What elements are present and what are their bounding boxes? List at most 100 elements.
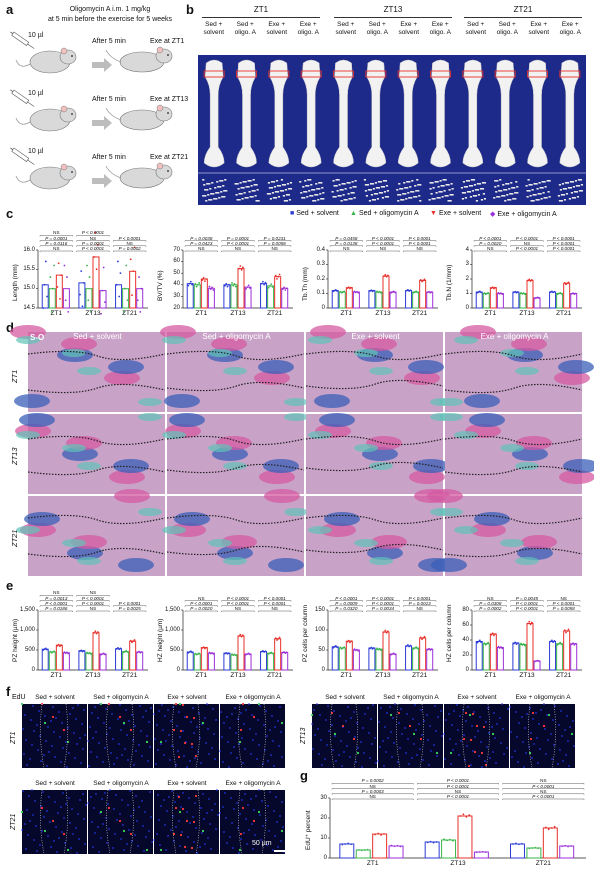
y-tick-label: 0	[465, 304, 469, 311]
x-tick-label: ZT21	[412, 310, 428, 317]
sig-bracket	[221, 610, 255, 612]
x-tick-label: ZT1	[195, 672, 208, 679]
bar	[338, 647, 346, 671]
y-axis-label: Tb.Th (mm)	[302, 267, 309, 301]
bar	[186, 283, 194, 309]
data-point	[515, 842, 517, 845]
bar	[48, 651, 56, 671]
bar	[85, 652, 93, 671]
y-axis-label: EdU⁺ percent	[305, 810, 312, 850]
bar	[563, 630, 571, 671]
data-point	[227, 652, 230, 655]
significance-label: NS	[53, 230, 60, 236]
sig-bracket	[329, 240, 363, 242]
data-point	[531, 847, 534, 849]
histology-image	[15, 413, 166, 494]
bone-image	[557, 59, 584, 202]
data-point	[95, 632, 98, 635]
sig-bracket	[510, 250, 544, 252]
data-point	[520, 292, 522, 294]
data-point	[211, 651, 213, 654]
legend-item: ◆ Exe + oligomycin A	[490, 210, 557, 218]
data-point	[96, 631, 99, 633]
bar	[62, 288, 70, 309]
dose-label: 10 µl	[28, 148, 44, 155]
data-point	[480, 291, 482, 294]
y-tick-label: 0.4	[316, 246, 325, 253]
y-tick-label: 0	[31, 666, 35, 673]
x-tick-label: ZT21	[267, 310, 283, 317]
bar	[244, 286, 252, 309]
data-point	[116, 260, 119, 263]
data-point	[79, 293, 81, 296]
data-point	[44, 647, 47, 650]
data-point	[563, 629, 566, 632]
data-point	[208, 651, 211, 654]
data-point	[426, 841, 429, 844]
data-point	[343, 646, 346, 649]
bar	[115, 648, 123, 671]
data-point	[276, 639, 278, 641]
sig-bracket	[221, 250, 255, 252]
column-label-2: oligo. A	[496, 29, 518, 36]
edu-column-label: Sed + solvent	[325, 694, 365, 701]
sig-bracket	[547, 605, 581, 607]
significance-label: P < 0.0001	[515, 246, 539, 251]
data-point	[356, 648, 358, 651]
significance-label: P < 0.0001	[371, 240, 395, 246]
bar	[200, 647, 208, 671]
significance-label: P < 0.0001	[371, 600, 395, 606]
sig-bracket	[403, 240, 437, 242]
significance-label: P = 0.0002	[479, 606, 502, 611]
x-tick-label: ZT1	[195, 310, 208, 317]
significance-label: NS	[198, 246, 205, 251]
data-point	[274, 637, 277, 640]
sig-bracket	[258, 250, 292, 252]
bone-image	[299, 59, 325, 202]
data-point	[475, 851, 478, 854]
arrow-icon	[92, 116, 112, 130]
significance-label: P < 0.0001	[81, 230, 105, 236]
chart-c3: 0 0.1 0.2 0.3 0.4 Tb.Th (mm) ZT1 ZT13 ZT21 NS P = …	[302, 222, 442, 320]
sig-bracket	[417, 783, 499, 785]
y-axis-label: PZ height (µm)	[12, 618, 19, 662]
histology-image	[305, 489, 454, 576]
bar	[200, 278, 208, 309]
significance-label: P < 0.0001	[446, 783, 470, 789]
chart-svg	[328, 783, 586, 859]
chart-svg	[181, 600, 293, 671]
bar	[549, 641, 557, 671]
sig-bracket	[113, 605, 147, 607]
sig-bracket	[221, 245, 255, 247]
data-point	[512, 843, 514, 845]
data-point	[376, 290, 378, 293]
data-point	[383, 631, 385, 633]
data-point	[334, 289, 337, 291]
bone-image	[396, 59, 422, 202]
significance-label: NS	[198, 595, 205, 601]
data-point	[497, 645, 500, 648]
data-point	[560, 292, 563, 295]
x-tick-label: ZT1	[50, 672, 63, 679]
mouse-running-icon	[105, 162, 173, 189]
data-point	[429, 840, 432, 843]
bar	[274, 276, 282, 309]
sig-bracket	[510, 245, 544, 247]
histology-image	[162, 413, 308, 494]
significance-label: NS	[89, 606, 97, 611]
data-point	[227, 283, 230, 286]
significance-label: NS	[540, 778, 547, 784]
sig-bracket	[473, 250, 507, 252]
significance-label: P < 0.0001	[371, 595, 395, 601]
data-point	[430, 648, 433, 651]
legend-label: Exe + oligomycin A	[497, 211, 557, 218]
data-point	[284, 289, 287, 291]
sig-bracket	[76, 235, 110, 237]
data-point	[500, 292, 502, 295]
bar	[519, 644, 527, 671]
data-point	[392, 652, 395, 655]
data-point	[520, 642, 522, 645]
data-point	[124, 287, 126, 290]
data-point	[573, 643, 576, 646]
data-point	[563, 281, 566, 284]
